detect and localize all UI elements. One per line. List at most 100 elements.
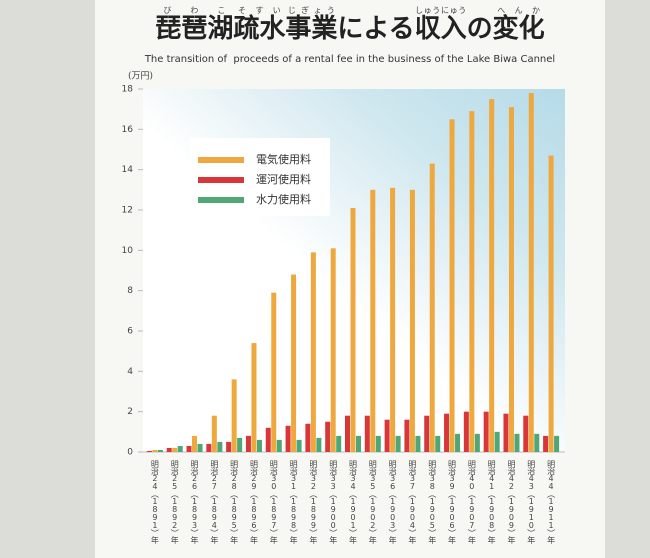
bar	[330, 248, 336, 452]
bar	[508, 107, 514, 453]
x-tick-label: 明治39（1906）年	[448, 460, 457, 545]
bar	[152, 449, 158, 452]
title-word: 収入しゅうにゅう	[414, 6, 467, 44]
bar	[177, 445, 183, 452]
bar	[554, 435, 560, 452]
bar	[548, 155, 554, 453]
y-tick-label: 16	[122, 125, 134, 135]
x-tick-label: 明治26（1893）年	[190, 460, 199, 545]
x-tick-label: 明治43（1910）年	[527, 460, 536, 545]
x-tick-label: 明治31（1898）年	[289, 460, 298, 545]
y-tick-label: 12	[122, 206, 133, 216]
bar	[166, 447, 172, 452]
title-text: 事業	[285, 14, 338, 44]
bar	[146, 450, 152, 452]
bar	[375, 435, 381, 452]
bar	[211, 415, 217, 452]
title-word: 琵琶湖びわこ	[155, 6, 234, 44]
bar	[256, 439, 262, 452]
bar	[197, 443, 203, 452]
x-tick-label: 明治32（1899）年	[309, 460, 318, 545]
furigana: へんか	[492, 6, 545, 15]
bar	[192, 435, 198, 452]
bar	[469, 111, 475, 452]
title-text: 収入	[414, 14, 467, 44]
bar	[463, 411, 469, 452]
x-tick-label: 明治35（1902）年	[368, 460, 377, 545]
bar	[186, 445, 192, 452]
bar	[305, 423, 311, 452]
bar	[291, 274, 297, 452]
title-word: 事業じぎょう	[285, 6, 338, 44]
bar	[310, 252, 316, 452]
legend-label: 水力使用料	[256, 192, 311, 206]
bar	[350, 207, 356, 452]
bar	[217, 441, 223, 452]
bar	[345, 415, 350, 452]
bar	[483, 411, 489, 452]
x-tick-label: 明治42（1909）年	[507, 460, 516, 545]
bar	[226, 441, 232, 452]
bar	[489, 99, 495, 452]
x-tick-label: 明治44（1911）年	[547, 460, 556, 545]
bar	[364, 415, 370, 452]
bar	[296, 439, 302, 452]
x-tick-label: 明治30（1897）年	[269, 460, 278, 545]
bar	[251, 343, 257, 452]
bar	[424, 415, 430, 452]
y-tick-label: 6	[127, 327, 133, 337]
bar	[534, 433, 540, 452]
y-tick-label: 0	[127, 448, 133, 458]
bar	[245, 435, 251, 452]
x-tick-label: 明治33（1900）年	[329, 460, 338, 545]
x-tick-label: 明治40（1907）年	[467, 460, 476, 545]
chart-title: 琵琶湖びわこ疏水そすい事業じぎょうによる収入しゅうにゅうの変化へんか	[95, 6, 605, 45]
x-tick-label: 明治28（1895）年	[230, 460, 239, 545]
bar	[157, 449, 163, 452]
bar	[356, 435, 361, 452]
title-text: 琵琶湖	[155, 14, 234, 44]
bar	[514, 433, 520, 452]
bar	[409, 189, 415, 453]
legend-swatch	[198, 157, 244, 163]
bar	[285, 425, 291, 452]
bar	[523, 415, 529, 452]
bar	[543, 435, 549, 452]
bar	[231, 379, 237, 452]
bar	[528, 93, 534, 453]
bar	[390, 187, 396, 453]
furigana: びわこ	[155, 6, 234, 15]
furigana: そすい	[233, 6, 286, 15]
legend-swatch	[198, 197, 244, 203]
bar	[404, 419, 410, 452]
title-text: 変化	[492, 14, 545, 44]
bar	[384, 419, 390, 452]
bar	[172, 447, 178, 452]
bar	[444, 413, 450, 452]
bar	[237, 437, 243, 452]
bar	[265, 427, 271, 452]
bar	[429, 163, 435, 452]
x-tick-label: 明治25（1892）年	[170, 460, 179, 545]
x-tick-label: 明治24（1891）年	[150, 460, 159, 545]
bar	[503, 413, 509, 452]
bar	[316, 437, 322, 452]
y-tick-label: 4	[127, 367, 133, 377]
title-text: の	[466, 14, 493, 44]
bar	[206, 443, 212, 452]
x-tick-label: 明治27（1894）年	[210, 460, 219, 545]
title-text: による	[337, 14, 415, 44]
y-tick-label: 10	[122, 246, 134, 256]
y-tick-label: 8	[127, 286, 133, 296]
furigana: じぎょう	[285, 6, 338, 15]
x-tick-label: 明治36（1903）年	[388, 460, 397, 545]
title-word: 疏水そすい	[233, 6, 285, 44]
bar	[370, 189, 376, 453]
bar	[455, 433, 461, 452]
x-tick-label: 明治37（1904）年	[408, 460, 417, 545]
y-tick-label: 18	[122, 85, 134, 95]
bar	[449, 119, 455, 452]
title-word: 変化へんか	[492, 6, 545, 44]
bar	[494, 431, 500, 452]
